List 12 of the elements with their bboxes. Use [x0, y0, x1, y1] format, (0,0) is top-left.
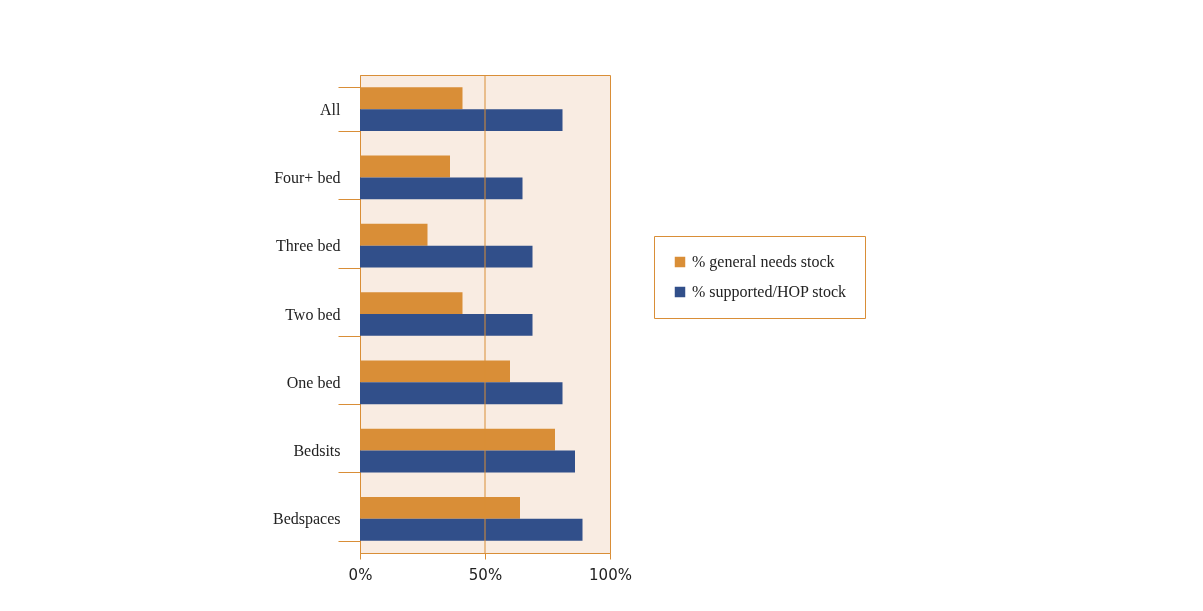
- y-tick-label: Two bed: [285, 305, 341, 323]
- x-tick-label: 100%: [589, 565, 632, 584]
- y-tick-label: All: [320, 100, 342, 118]
- legend-label: % general needs stock: [692, 253, 835, 271]
- y-tick-label: Bedsits: [293, 442, 341, 460]
- x-tick-label: 0%: [348, 565, 373, 584]
- y-tick-label: Four+ bed: [274, 168, 341, 186]
- legend-label: % supported/HOP stock: [692, 283, 847, 301]
- x-tick-label: 50%: [468, 565, 503, 584]
- y-tick-label: Three bed: [276, 237, 341, 255]
- y-tick-label: Bedspaces: [272, 510, 341, 529]
- y-tick-label: One bed: [286, 373, 341, 391]
